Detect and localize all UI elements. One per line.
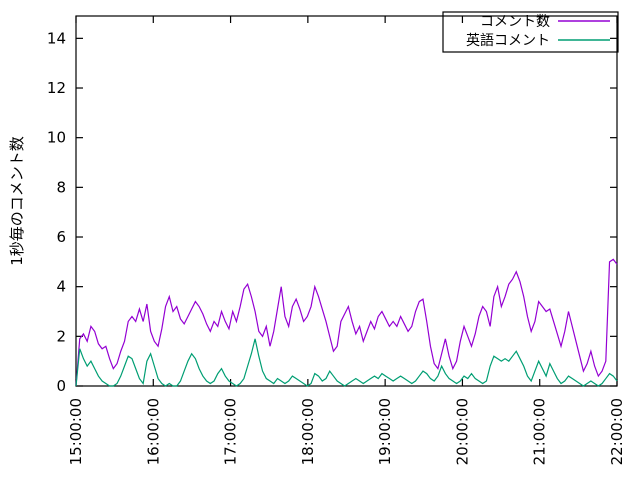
y-tick-label: 8 [56, 178, 66, 196]
x-tick-label: 18:00:00 [299, 398, 317, 465]
x-tick-label: 22:00:00 [608, 398, 626, 465]
y-axis-label: 1秒毎のコメント数 [8, 136, 26, 266]
x-axis-ticks: 15:00:00 16:00:00 17:00:00 18:00:00 19:00:00… [67, 16, 626, 465]
legend-label-1: 英語コメント [466, 32, 550, 49]
x-tick-label: 19:00:00 [376, 398, 394, 465]
legend-border [442, 11, 619, 53]
x-tick-label: 21:00:00 [531, 398, 549, 465]
plot-frame [75, 15, 618, 387]
legend-label-0: コメント数 [480, 14, 550, 30]
x-tick-label: 17:00:00 [222, 398, 240, 465]
series-line-1 [75, 338, 618, 387]
y-axis-ticks: 0 2 4 6 8 10 12 14 [47, 29, 617, 395]
series-group [75, 258, 618, 387]
y-tick-label: 6 [56, 228, 66, 246]
x-tick-label: 15:00:00 [67, 398, 85, 465]
y-tick-label: 12 [47, 79, 66, 97]
chart-legend: コメント数 英語コメント [442, 11, 619, 53]
x-tick-label: 20:00:00 [453, 398, 471, 465]
y-tick-label: 0 [56, 377, 66, 395]
series-line-0 [75, 258, 618, 387]
y-tick-label: 10 [47, 129, 66, 147]
y-tick-label: 14 [47, 29, 66, 47]
y-tick-label: 2 [56, 327, 66, 345]
x-tick-label: 16:00:00 [144, 398, 162, 465]
y-tick-label: 4 [56, 278, 66, 296]
